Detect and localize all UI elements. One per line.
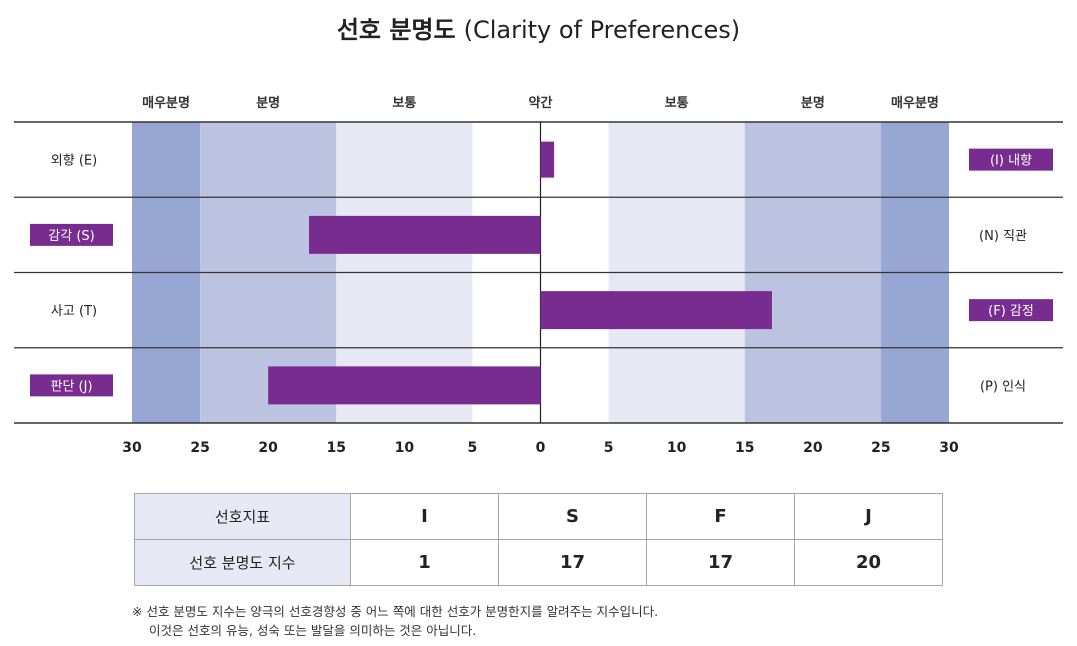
table-cell-score-3: 17 bbox=[646, 539, 795, 586]
x-tick-label-11: 25 bbox=[871, 440, 890, 456]
table-header-score: 선호 분명도 지수 bbox=[134, 539, 351, 586]
zone-label-4: 보통 bbox=[665, 96, 689, 111]
table-row-preference: 선호지표 I S F J bbox=[134, 493, 943, 540]
table-header-preference: 선호지표 bbox=[134, 493, 351, 540]
x-tick-label-4: 10 bbox=[395, 440, 415, 456]
zone-label-0: 매우분명 bbox=[142, 95, 190, 111]
footnote-line-1: ※ 선호 분명도 지수는 양극의 선호경향성 중 어느 쪽에 대한 선호가 분명… bbox=[132, 604, 659, 619]
table-row-score: 선호 분명도 지수 1 17 17 20 bbox=[134, 539, 943, 586]
left-label-bg-2 bbox=[30, 223, 113, 246]
left-label-1: 외향 (E) bbox=[51, 154, 97, 169]
chart-title-korean: 선호 분명도 bbox=[336, 16, 456, 44]
right-label-4: (P) 인식 bbox=[980, 379, 1026, 394]
right-label-bg-1 bbox=[969, 148, 1053, 171]
right-label-1: (I) 내향 bbox=[990, 154, 1032, 169]
bar-row-1 bbox=[540, 141, 555, 178]
footnote: ※ 선호 분명도 지수는 양극의 선호경향성 중 어느 쪽에 대한 선호가 분명… bbox=[132, 602, 658, 640]
x-tick-label-0: 30 bbox=[122, 440, 142, 456]
chart-title: 선호 분명도 (Clarity of Preferences) bbox=[0, 14, 1077, 46]
x-tick-label-6: 0 bbox=[536, 440, 546, 456]
x-tick-label-12: 30 bbox=[939, 440, 959, 456]
footnote-line-2: 이것은 선호의 유능, 성숙 또는 발달을 의미하는 것은 아닙니다. bbox=[149, 623, 477, 638]
table-cell-score-2: 17 bbox=[498, 539, 647, 586]
zone-label-5: 분명 bbox=[801, 95, 825, 111]
bar-row-2 bbox=[309, 215, 541, 254]
right-label-2: (N) 직관 bbox=[979, 229, 1027, 244]
x-tick-label-3: 15 bbox=[327, 440, 346, 456]
right-label-bg-3 bbox=[969, 299, 1053, 322]
table-cell-pref-2: S bbox=[498, 493, 647, 540]
x-tick-label-10: 20 bbox=[803, 440, 823, 456]
right-label-3: (F) 감정 bbox=[988, 304, 1034, 319]
x-tick-label-5: 5 bbox=[468, 440, 478, 456]
zone-label-1: 분명 bbox=[256, 95, 280, 111]
left-label-bg-4 bbox=[30, 374, 113, 397]
zone-label-2: 보통 bbox=[392, 96, 416, 111]
table-cell-score-4: 20 bbox=[794, 539, 943, 586]
x-tick-label-7: 5 bbox=[604, 440, 614, 456]
table-cell-pref-3: F bbox=[646, 493, 795, 540]
x-tick-label-8: 10 bbox=[667, 440, 687, 456]
chart-title-english: (Clarity of Preferences) bbox=[463, 16, 741, 44]
left-label-2: 감각 (S) bbox=[48, 229, 94, 244]
left-label-4: 판단 (J) bbox=[50, 379, 92, 394]
preference-table: 선호지표 I S F J 선호 분명도 지수 1 17 17 20 bbox=[134, 493, 943, 586]
x-tick-label-9: 15 bbox=[735, 440, 754, 456]
table-cell-pref-4: J bbox=[794, 493, 943, 540]
left-label-3: 사고 (T) bbox=[51, 304, 97, 319]
table-cell-pref-1: I bbox=[350, 493, 499, 540]
table-cell-score-1: 1 bbox=[350, 539, 499, 586]
bar-row-4 bbox=[268, 366, 541, 405]
bar-row-3 bbox=[540, 291, 772, 330]
x-tick-label-2: 20 bbox=[258, 440, 278, 456]
zone-label-3: 약간 bbox=[529, 95, 553, 111]
zone-label-6: 매우분명 bbox=[891, 95, 939, 111]
x-tick-label-1: 25 bbox=[190, 440, 209, 456]
